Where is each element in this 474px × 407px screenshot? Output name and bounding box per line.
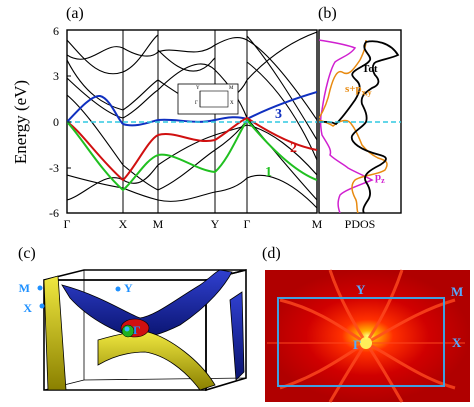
y-tick-label: -6: [49, 206, 59, 220]
pdos-label-tot: Tot: [362, 63, 378, 75]
band-label-3: 3: [275, 107, 282, 122]
pdos-total-curve: [319, 40, 400, 213]
k-label: Y: [211, 217, 220, 231]
pdos-label-sp-sub: x,y: [362, 88, 372, 97]
band-black: [246, 61, 317, 161]
bz-label-M: M: [19, 281, 30, 295]
hm-label-X: X: [452, 335, 462, 350]
hm-label-Y: Y: [356, 282, 366, 297]
panel-label-c: (c): [18, 245, 36, 262]
k-label: Γ: [64, 217, 71, 231]
y-tick-label: 6: [53, 24, 59, 38]
pdos-label-pz-main: p: [375, 171, 381, 183]
spectral-heatmap: Y M X Γ: [265, 269, 470, 403]
hm-label-M: M: [451, 284, 463, 299]
inset-label-M: M: [229, 86, 234, 91]
k-label: X: [119, 217, 128, 231]
y-tick-label: -3: [49, 161, 59, 175]
band-black: [157, 49, 216, 72]
pdos-plot: Tot s+px,y pz PDOS: [318, 29, 402, 231]
band-black: [67, 34, 159, 75]
m-point-marker: [37, 285, 43, 291]
k-path-labels: Γ X M Y Γ M: [64, 217, 323, 231]
yellow-sheet-bottom: [97, 331, 216, 391]
bz-frame: [277, 297, 445, 387]
black-bands: [67, 31, 317, 209]
band-structure-plot: Y M Γ X 3 2 1 6 3 0 -3 -6 Energy (eV) Γ …: [11, 24, 323, 231]
x-point-marker: [39, 303, 45, 309]
inset-brillouin-zone: Y M Γ X: [177, 83, 239, 115]
bz-label-Gamma: Γ: [133, 323, 141, 337]
k-label: Γ: [244, 217, 251, 231]
pdos-x-label: PDOS: [345, 217, 376, 231]
pdos-label-sp: s+px,y: [345, 83, 372, 97]
bz-label-X: X: [23, 301, 32, 315]
heatmap-center-glow: [360, 337, 372, 349]
band-label-1: 1: [265, 165, 272, 180]
inset-label-X: X: [230, 101, 234, 106]
panel-label-a: (a): [66, 5, 84, 22]
pdos-curves: [319, 39, 400, 213]
band-lines: [67, 31, 317, 209]
blue-sheet-right: [229, 291, 245, 381]
inset-label-Gamma: Γ: [195, 101, 198, 106]
y-axis-label: Energy (eV): [11, 80, 30, 164]
band-black: [67, 94, 248, 191]
pdos-label-sp-main: s+p: [345, 83, 362, 95]
k-label: M: [312, 217, 323, 231]
panel-label-d: (d): [262, 245, 281, 262]
y-tick-label: 3: [53, 69, 59, 83]
y-axis-ticks: 6 3 0 -3 -6: [49, 24, 71, 220]
pdos-label-pz-sub: z: [381, 176, 385, 185]
hm-label-Gamma: Γ: [353, 337, 361, 352]
gamma-point-marker: [124, 326, 130, 332]
k-label: M: [153, 217, 164, 231]
fermi-surface-3d: M Y X Γ: [19, 268, 247, 392]
band-black: [67, 124, 317, 201]
band-label-2: 2: [290, 141, 297, 156]
y-point-marker: [115, 286, 121, 292]
pdos-label-pz: pz: [375, 171, 385, 185]
band-black: [67, 36, 317, 121]
y-tick-label: 0: [53, 115, 59, 129]
yellow-sheet-left: [43, 275, 67, 391]
bz-label-Y: Y: [124, 281, 133, 295]
panel-label-b: (b): [318, 5, 337, 22]
band-1-line: [67, 118, 317, 192]
inset-label-Y: Y: [196, 86, 200, 91]
pdos-pz-curve: [319, 39, 374, 213]
band-black: [246, 35, 317, 141]
